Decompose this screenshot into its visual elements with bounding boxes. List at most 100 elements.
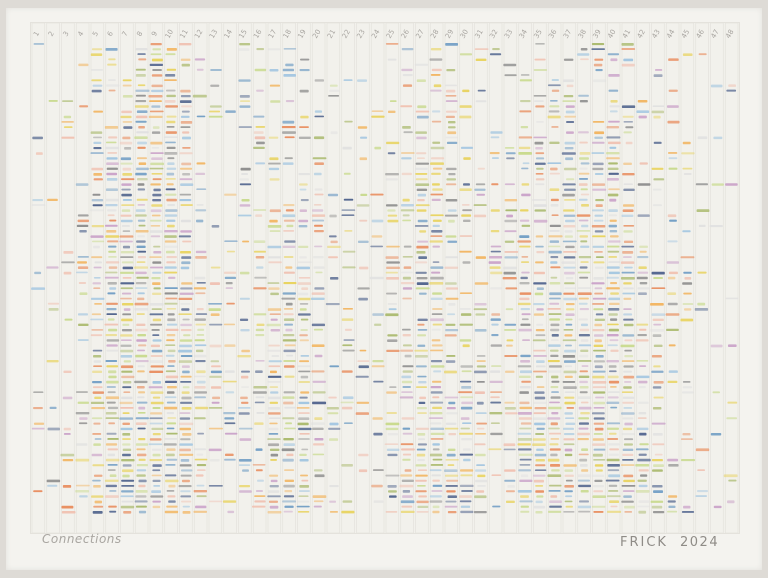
color-mark (401, 68, 413, 72)
color-mark (459, 323, 473, 326)
color-mark (711, 183, 724, 186)
color-mark (490, 401, 502, 404)
color-mark (282, 162, 294, 165)
color-mark (209, 427, 223, 430)
color-mark (562, 193, 575, 197)
color-mark (594, 464, 604, 467)
color-mark (461, 204, 470, 206)
color-mark (504, 329, 517, 331)
color-mark (93, 485, 101, 488)
color-mark (285, 209, 294, 212)
color-mark (239, 204, 251, 207)
color-mark (549, 100, 558, 102)
color-mark (149, 110, 164, 113)
color-mark (179, 412, 191, 414)
color-mark (549, 240, 560, 243)
color-mark (521, 271, 530, 274)
color-mark (534, 469, 547, 472)
color-mark (267, 381, 282, 383)
color-mark (430, 89, 442, 92)
color-mark (107, 453, 115, 457)
color-mark (517, 443, 531, 446)
color-mark (283, 443, 295, 446)
color-mark (624, 339, 633, 342)
color-mark (63, 271, 72, 275)
color-mark (94, 396, 102, 400)
color-mark (550, 386, 559, 389)
color-mark (463, 458, 471, 462)
color-mark (639, 365, 647, 367)
column-number: 31 (473, 28, 484, 40)
color-mark (241, 370, 250, 373)
color-mark (209, 344, 222, 348)
color-mark (505, 287, 518, 290)
color-mark (533, 401, 547, 404)
color-mark (151, 349, 163, 353)
color-mark (388, 308, 397, 311)
color-mark (638, 115, 647, 119)
color-mark (121, 303, 134, 306)
color-mark (122, 464, 132, 467)
color-mark (253, 313, 267, 316)
color-mark (136, 276, 149, 279)
color-mark (241, 199, 250, 202)
color-mark (621, 433, 635, 436)
color-mark (533, 370, 547, 373)
color-mark (371, 484, 383, 488)
color-mark (461, 438, 473, 441)
color-mark (697, 469, 705, 472)
color-mark (417, 438, 425, 441)
color-mark (549, 448, 561, 451)
color-mark (166, 261, 176, 264)
color-mark (313, 505, 322, 508)
color-mark (359, 219, 368, 222)
color-mark (607, 141, 621, 145)
color-mark (385, 173, 399, 176)
color-mark (669, 219, 677, 222)
color-mark (594, 365, 603, 369)
color-mark (621, 245, 635, 248)
color-mark (165, 178, 176, 180)
color-mark (505, 209, 518, 212)
color-mark (196, 115, 206, 118)
color-mark (194, 318, 206, 321)
color-mark (121, 178, 135, 181)
color-mark (136, 261, 146, 263)
color-mark (580, 412, 590, 415)
color-mark (535, 173, 544, 175)
color-mark (181, 396, 192, 400)
color-mark (120, 334, 133, 337)
column-number: 3 (62, 30, 71, 38)
color-mark (194, 386, 206, 389)
column-strip (606, 23, 621, 533)
color-mark (460, 380, 472, 383)
color-mark (148, 95, 163, 98)
color-mark (474, 370, 487, 374)
color-mark (195, 505, 207, 509)
color-mark (121, 396, 133, 400)
color-mark (548, 344, 561, 347)
color-mark (547, 115, 561, 119)
color-mark (448, 121, 456, 124)
color-mark (91, 407, 106, 410)
color-mark (93, 245, 100, 249)
color-mark (238, 427, 253, 430)
color-mark (549, 282, 561, 285)
color-mark (182, 370, 190, 374)
color-mark (563, 297, 578, 301)
color-mark (491, 323, 499, 326)
color-mark (135, 74, 146, 77)
color-mark (564, 375, 573, 378)
color-mark (652, 443, 665, 446)
color-mark (580, 193, 590, 196)
color-mark (429, 58, 443, 61)
color-mark (386, 141, 400, 145)
color-mark (148, 115, 163, 119)
color-mark (92, 511, 103, 514)
color-mark (121, 375, 135, 379)
color-mark (77, 339, 89, 341)
color-mark (536, 386, 545, 388)
color-mark (638, 266, 647, 270)
color-mark (104, 323, 119, 326)
color-mark (564, 230, 573, 233)
